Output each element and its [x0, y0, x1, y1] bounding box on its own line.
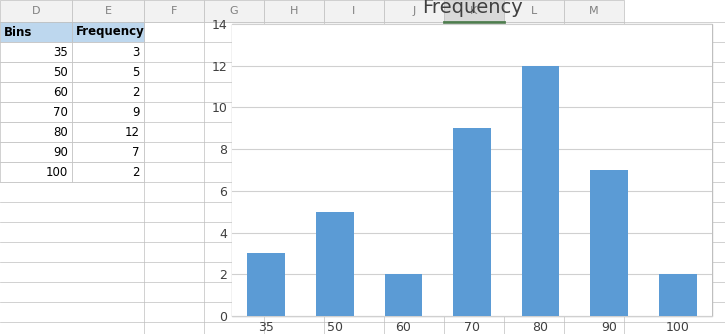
- Bar: [522, 66, 560, 316]
- Bar: [384, 0, 444, 22]
- Bar: [564, 0, 624, 22]
- Bar: [247, 254, 285, 316]
- Bar: [264, 0, 324, 22]
- Text: Frequency: Frequency: [76, 25, 145, 38]
- Bar: [316, 212, 354, 316]
- Bar: [0, 42, 72, 62]
- Text: G: G: [230, 6, 239, 16]
- Title: Frequency: Frequency: [422, 0, 523, 17]
- Bar: [453, 128, 491, 316]
- Bar: [504, 0, 564, 22]
- Text: 5: 5: [133, 65, 140, 78]
- Bar: [0, 22, 72, 42]
- Bar: [72, 62, 144, 82]
- Text: 80: 80: [53, 126, 68, 139]
- Text: 3: 3: [133, 45, 140, 58]
- Text: 50: 50: [53, 65, 68, 78]
- Text: I: I: [352, 6, 356, 16]
- Text: 70: 70: [53, 106, 68, 119]
- Bar: [232, 24, 712, 316]
- Bar: [72, 0, 144, 22]
- Bar: [384, 274, 422, 316]
- Text: E: E: [104, 6, 112, 16]
- Bar: [590, 170, 628, 316]
- Text: D: D: [32, 6, 41, 16]
- Bar: [72, 82, 144, 102]
- Bar: [0, 82, 72, 102]
- Text: 7: 7: [133, 146, 140, 159]
- Text: M: M: [589, 6, 599, 16]
- Bar: [0, 62, 72, 82]
- Bar: [72, 142, 144, 162]
- Bar: [0, 122, 72, 142]
- Text: 100: 100: [46, 166, 68, 178]
- Text: 60: 60: [53, 86, 68, 99]
- Bar: [324, 0, 384, 22]
- Bar: [659, 274, 697, 316]
- Bar: [72, 22, 144, 42]
- Bar: [0, 142, 72, 162]
- Bar: [72, 162, 144, 182]
- Bar: [0, 0, 72, 22]
- Text: F: F: [171, 6, 177, 16]
- Bar: [72, 42, 144, 62]
- Text: 9: 9: [133, 106, 140, 119]
- Bar: [444, 0, 504, 22]
- Text: 35: 35: [53, 45, 68, 58]
- Bar: [0, 102, 72, 122]
- Text: 2: 2: [133, 86, 140, 99]
- Bar: [144, 0, 204, 22]
- Text: H: H: [290, 6, 298, 16]
- Bar: [72, 102, 144, 122]
- Text: J: J: [413, 6, 415, 16]
- Bar: [0, 162, 72, 182]
- Text: K: K: [471, 6, 478, 16]
- Text: 2: 2: [133, 166, 140, 178]
- Text: 12: 12: [125, 126, 140, 139]
- Text: L: L: [531, 6, 537, 16]
- Text: 90: 90: [53, 146, 68, 159]
- Bar: [204, 0, 264, 22]
- Text: Bins: Bins: [4, 25, 33, 38]
- Bar: [72, 122, 144, 142]
